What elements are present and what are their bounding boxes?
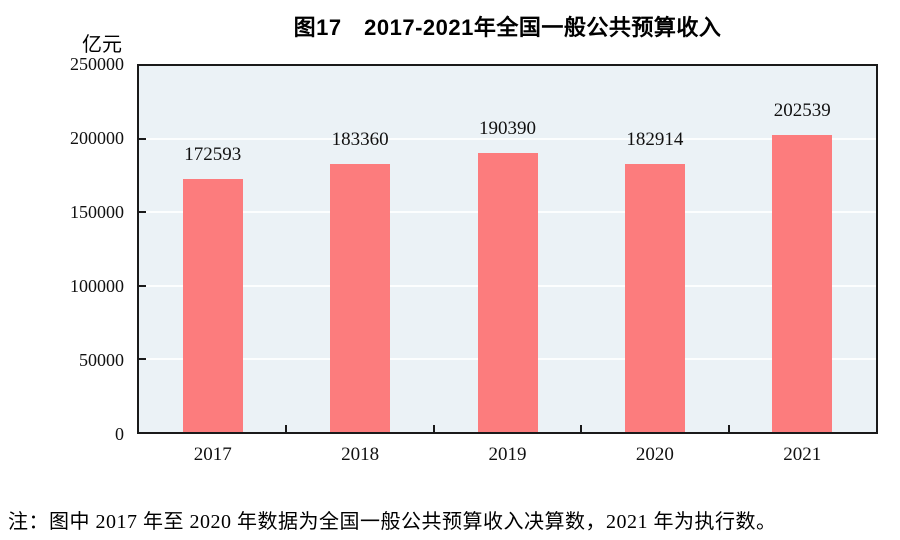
x-tick-label: 2018: [341, 444, 380, 465]
y-axis-tick-labels: 0 50000 100000 150000 200000 250000: [0, 54, 124, 444]
bar: [330, 163, 391, 432]
bar-value-label: 183360: [331, 128, 389, 150]
y-tick-label: 0: [115, 424, 124, 444]
y-axis-tick: [139, 138, 146, 141]
x-axis-tick: [727, 425, 730, 432]
y-tick-label: 150000: [70, 202, 124, 222]
y-tick-label: 50000: [79, 350, 124, 370]
y-tick-label: 250000: [70, 54, 124, 74]
bar-value-label: 190390: [479, 118, 536, 140]
bar: [477, 153, 538, 432]
gridline: [139, 138, 876, 141]
x-tick-label: 2017: [193, 444, 232, 465]
x-axis-tick: [432, 425, 435, 432]
bar: [772, 135, 833, 432]
y-axis-tick: [139, 211, 146, 214]
y-axis-tick: [139, 284, 146, 287]
y-axis-tick: [139, 357, 146, 360]
x-axis-tick: [580, 425, 583, 432]
x-tick-label: 2019: [488, 444, 527, 465]
bar: [182, 179, 243, 432]
x-axis-tick-labels: 2017 2018 2019 2020 2021: [137, 444, 878, 470]
plot-area: 172593 183360 190390 182914 202539: [137, 64, 878, 434]
x-axis-tick: [285, 425, 288, 432]
bar: [624, 164, 685, 432]
bar-value-label: 182914: [626, 129, 684, 151]
y-tick-label: 100000: [70, 276, 124, 296]
y-axis-unit-label: 亿元: [82, 34, 122, 56]
chart-title: 图17 2017-2021年全国一般公共预算收入: [293, 15, 722, 40]
bar-value-label: 172593: [184, 144, 242, 166]
x-tick-label: 2020: [635, 444, 674, 465]
y-tick-label: 200000: [70, 128, 124, 148]
footnote: 注：图中 2017 年至 2020 年数据为全国一般公共预算收入决算数，2021…: [8, 511, 777, 533]
bar-value-label: 202539: [773, 100, 831, 122]
x-tick-label: 2021: [783, 444, 822, 465]
